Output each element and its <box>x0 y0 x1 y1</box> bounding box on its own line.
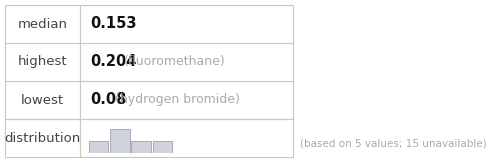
Bar <box>131 141 151 153</box>
Bar <box>80 43 293 81</box>
Bar <box>5 43 80 81</box>
Text: (fluoromethane): (fluoromethane) <box>124 56 225 69</box>
Bar <box>80 81 293 119</box>
Text: 0.08: 0.08 <box>90 93 126 108</box>
Text: (based on 5 values; 15 unavailable): (based on 5 values; 15 unavailable) <box>300 139 486 149</box>
Text: distribution: distribution <box>5 132 81 145</box>
Text: (hydrogen bromide): (hydrogen bromide) <box>115 93 239 106</box>
Bar <box>89 141 108 153</box>
Bar <box>5 119 80 157</box>
Text: 0.204: 0.204 <box>90 54 136 69</box>
Bar <box>152 141 172 153</box>
Bar <box>5 81 80 119</box>
Bar <box>5 5 80 43</box>
Bar <box>80 119 293 157</box>
Text: highest: highest <box>18 56 67 69</box>
Text: median: median <box>18 17 67 30</box>
Bar <box>80 5 293 43</box>
Bar <box>110 129 129 153</box>
Text: 0.153: 0.153 <box>90 17 136 31</box>
Text: lowest: lowest <box>21 93 64 106</box>
